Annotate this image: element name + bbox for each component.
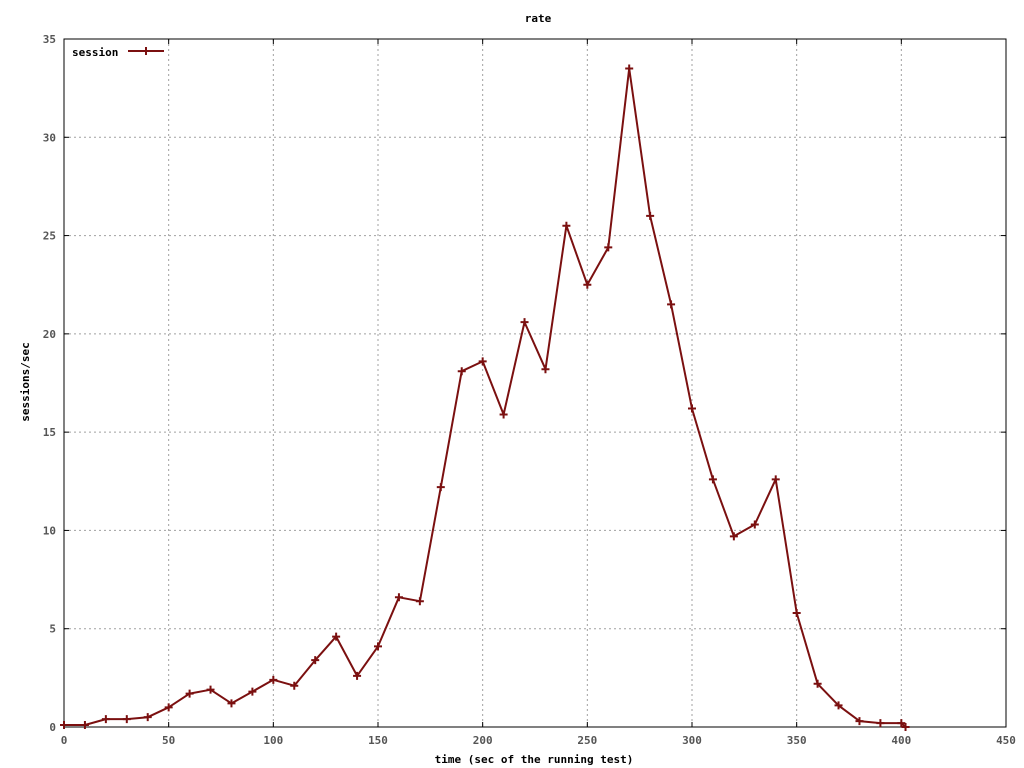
data-point bbox=[248, 687, 257, 696]
data-point bbox=[771, 475, 780, 484]
data-point bbox=[478, 357, 487, 366]
y-tick-label: 5 bbox=[49, 623, 56, 636]
data-point bbox=[688, 404, 696, 413]
x-tick-label: 250 bbox=[577, 734, 597, 747]
data-point bbox=[394, 593, 403, 602]
data-point bbox=[206, 685, 215, 694]
data-point bbox=[332, 632, 341, 641]
data-point bbox=[227, 699, 236, 708]
x-axis-label: time (sec of the running test) bbox=[435, 753, 634, 766]
x-tick-label: 400 bbox=[891, 734, 911, 747]
data-point bbox=[122, 715, 131, 724]
data-point bbox=[604, 243, 613, 252]
data-point bbox=[80, 721, 89, 730]
data-point bbox=[143, 713, 152, 722]
x-tick-label: 450 bbox=[996, 734, 1016, 747]
data-point bbox=[415, 597, 424, 606]
data-point bbox=[901, 723, 910, 731]
y-tick-label: 20 bbox=[43, 328, 56, 341]
data-point bbox=[101, 715, 110, 724]
plot-frame bbox=[63, 38, 1007, 728]
data-point bbox=[541, 365, 550, 374]
data-point bbox=[792, 608, 801, 617]
data-point bbox=[290, 681, 299, 690]
y-tick-label: 25 bbox=[43, 230, 56, 243]
data-point bbox=[834, 701, 843, 710]
data-point bbox=[185, 689, 194, 698]
legend-marker bbox=[142, 47, 150, 55]
data-point bbox=[457, 367, 466, 376]
y-tick-label: 30 bbox=[43, 131, 56, 144]
series-group bbox=[60, 64, 910, 731]
axis-ticks: 0 50 100 150 200 250 300 350 400 450 0 5 10 15 20 25 30 3… bbox=[43, 33, 1016, 747]
data-point bbox=[353, 671, 362, 680]
data-point bbox=[729, 532, 738, 541]
data-point bbox=[625, 64, 634, 73]
data-point bbox=[876, 719, 885, 728]
x-tick-label: 50 bbox=[162, 734, 175, 747]
data-point bbox=[750, 520, 759, 529]
data-point bbox=[646, 211, 655, 220]
chart-title: rate bbox=[525, 12, 552, 25]
data-point bbox=[374, 642, 382, 651]
x-tick-label: 350 bbox=[787, 734, 807, 747]
data-point bbox=[269, 675, 278, 684]
data-point bbox=[813, 679, 822, 688]
data-point bbox=[164, 703, 173, 712]
data-point bbox=[562, 221, 571, 230]
data-point bbox=[583, 280, 592, 289]
data-point bbox=[855, 717, 864, 726]
data-point bbox=[499, 410, 508, 419]
y-tick-label: 10 bbox=[43, 524, 56, 537]
x-tick-label: 150 bbox=[368, 734, 388, 747]
x-tick-label: 0 bbox=[61, 734, 68, 747]
legend: session bbox=[72, 46, 164, 59]
data-point bbox=[311, 656, 320, 665]
legend-label: session bbox=[72, 46, 118, 59]
y-tick-label: 0 bbox=[49, 721, 56, 734]
data-point bbox=[667, 300, 676, 309]
grid bbox=[64, 39, 1006, 727]
data-point bbox=[436, 483, 445, 492]
y-tick-label: 15 bbox=[43, 426, 56, 439]
data-point bbox=[897, 719, 906, 728]
data-point bbox=[520, 318, 529, 327]
x-tick-label: 200 bbox=[473, 734, 493, 747]
y-axis-label: sessions/sec bbox=[19, 342, 32, 421]
y-tick-label: 35 bbox=[43, 33, 56, 46]
data-point bbox=[60, 721, 68, 730]
data-point bbox=[708, 475, 717, 484]
x-tick-label: 300 bbox=[682, 734, 702, 747]
x-tick-label: 100 bbox=[263, 734, 283, 747]
